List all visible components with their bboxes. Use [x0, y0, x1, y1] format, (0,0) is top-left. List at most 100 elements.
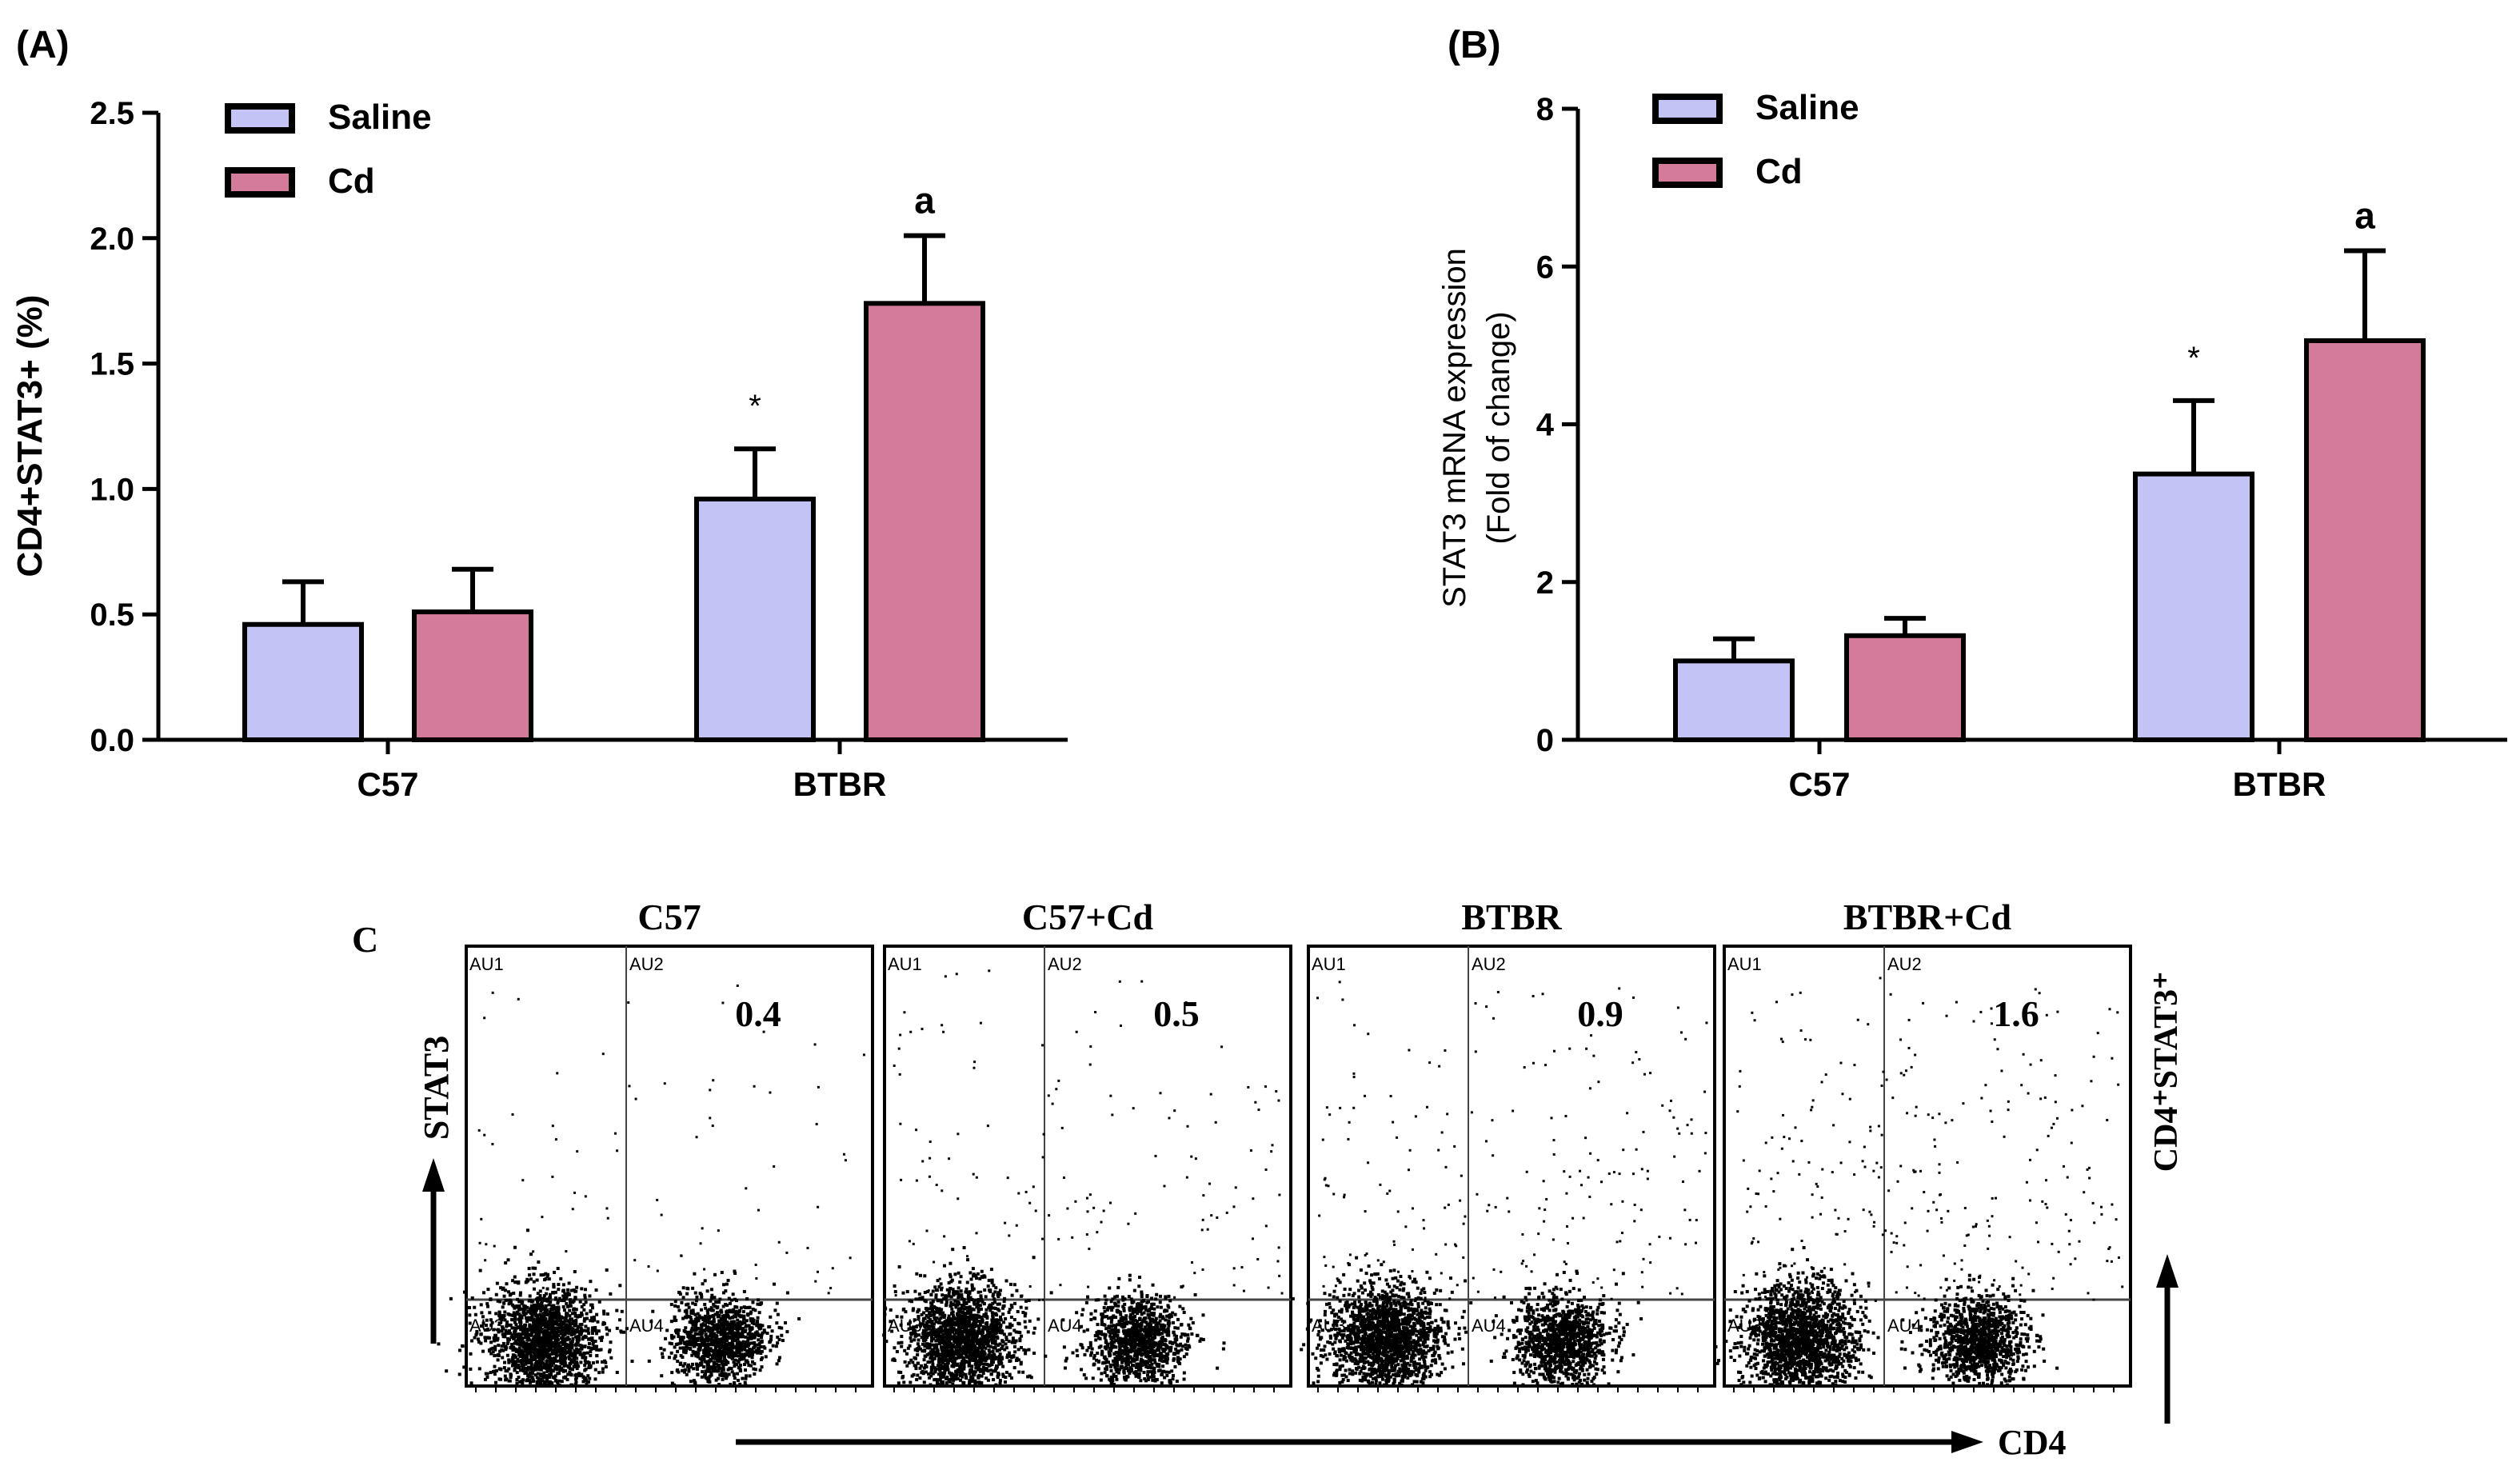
event-dot: [601, 1336, 605, 1340]
event-dot: [536, 1331, 540, 1335]
event-dot: [555, 1330, 559, 1334]
event-dot: [735, 1305, 739, 1309]
event-dot: [1011, 1336, 1015, 1340]
event-dot: [935, 1352, 939, 1356]
event-dot: [971, 1347, 975, 1351]
event-dot: [575, 1356, 579, 1360]
event-dot: [561, 1352, 565, 1356]
event-dot: [973, 1370, 977, 1374]
event-dot: [929, 1324, 933, 1328]
event-dot: [1016, 1330, 1020, 1334]
event-dot: [704, 1332, 708, 1336]
event-dot: [923, 1344, 927, 1348]
event-dot: [992, 1306, 996, 1310]
event-dot: [683, 1315, 687, 1319]
event-dot: [549, 1321, 553, 1325]
event-dot: [945, 1337, 949, 1341]
event-dot: [968, 1379, 972, 1383]
event-dot: [982, 1314, 986, 1318]
event-dot: [549, 1381, 553, 1385]
event-dot: [537, 1319, 541, 1323]
event-dot: [508, 1293, 512, 1297]
event-dot: [560, 1330, 564, 1334]
event-dot: [567, 1344, 571, 1348]
event-dot: [581, 1336, 585, 1340]
event-dot: [1023, 1314, 1027, 1318]
event-dot: [705, 1354, 709, 1358]
event-dot: [1116, 1300, 1120, 1304]
event-dot: [1001, 1340, 1005, 1344]
event-dot: [521, 1336, 525, 1340]
event-dot: [618, 1318, 622, 1322]
event-dot: [552, 1284, 556, 1288]
event-dot: [687, 1369, 691, 1373]
event-dot: [895, 1315, 899, 1319]
event-dot: [1111, 1378, 1115, 1382]
event-dot: [732, 1320, 736, 1324]
event-dot: [521, 1378, 525, 1382]
event-dot: [745, 1344, 749, 1348]
event-dot: [703, 1303, 707, 1307]
event-dot: [706, 1342, 710, 1346]
event-dot: [521, 1340, 525, 1344]
event-dot: [481, 1315, 485, 1319]
panel-b-y-axis-label-line2: (Fold of change): [1481, 311, 1516, 544]
event-dot: [539, 1315, 543, 1319]
event-dot: [681, 1346, 685, 1350]
event-dot: [972, 1329, 976, 1333]
event-dot: [911, 1328, 915, 1332]
event-dot: [969, 1277, 973, 1281]
event-dot: [564, 1368, 568, 1372]
event-dot: [543, 1312, 547, 1316]
event-dot: [728, 1316, 732, 1320]
event-dot: [601, 1053, 605, 1056]
event-dot: [482, 1291, 486, 1295]
event-dot: [673, 1345, 677, 1349]
event-dot: [992, 1335, 996, 1339]
event-dot: [515, 1310, 519, 1314]
event-dot: [523, 1304, 527, 1308]
event-dot: [557, 1344, 561, 1348]
event-dot: [933, 1356, 937, 1360]
event-dot: [985, 1355, 989, 1359]
event-dot: [883, 1305, 887, 1309]
event-dot: [964, 1290, 968, 1294]
event-dot: [1099, 1378, 1103, 1382]
event-dot: [921, 1322, 925, 1326]
event-dot: [709, 1089, 712, 1092]
event-dot: [682, 1370, 686, 1374]
event-dot: [992, 1326, 996, 1330]
event-dot: [677, 1334, 681, 1338]
event-dot: [753, 1331, 757, 1335]
event-dot: [741, 1376, 745, 1380]
event-dot: [691, 1310, 695, 1314]
event-dot: [935, 1378, 939, 1382]
event-dot: [725, 1320, 729, 1324]
event-dot: [693, 1328, 697, 1332]
event-dot: [537, 1306, 541, 1310]
event-dot: [685, 1345, 689, 1349]
event-dot: [945, 1365, 949, 1369]
event-dot: [977, 1380, 981, 1384]
event-dot: [734, 1324, 738, 1328]
event-dot: [1092, 1356, 1096, 1360]
event-dot: [959, 1368, 963, 1372]
event-dot: [756, 1319, 760, 1323]
event-dot: [512, 1311, 516, 1315]
event-dot: [597, 1371, 601, 1375]
event-dot: [581, 1352, 585, 1356]
event-dot: [934, 1320, 938, 1324]
legend-swatch-cd: [1652, 158, 1723, 188]
event-dot: [698, 1343, 702, 1347]
event-dot: [545, 1287, 549, 1291]
event-dot: [574, 1380, 578, 1384]
event-dot: [1178, 1362, 1182, 1366]
event-dot: [531, 1305, 535, 1309]
event-dot: [529, 1333, 533, 1337]
event-dot: [725, 1346, 729, 1350]
event-dot: [709, 1306, 713, 1310]
event-dot: [921, 1319, 925, 1323]
event-dot: [582, 1303, 586, 1307]
event-dot: [941, 1364, 945, 1368]
event-dot: [987, 1339, 991, 1343]
